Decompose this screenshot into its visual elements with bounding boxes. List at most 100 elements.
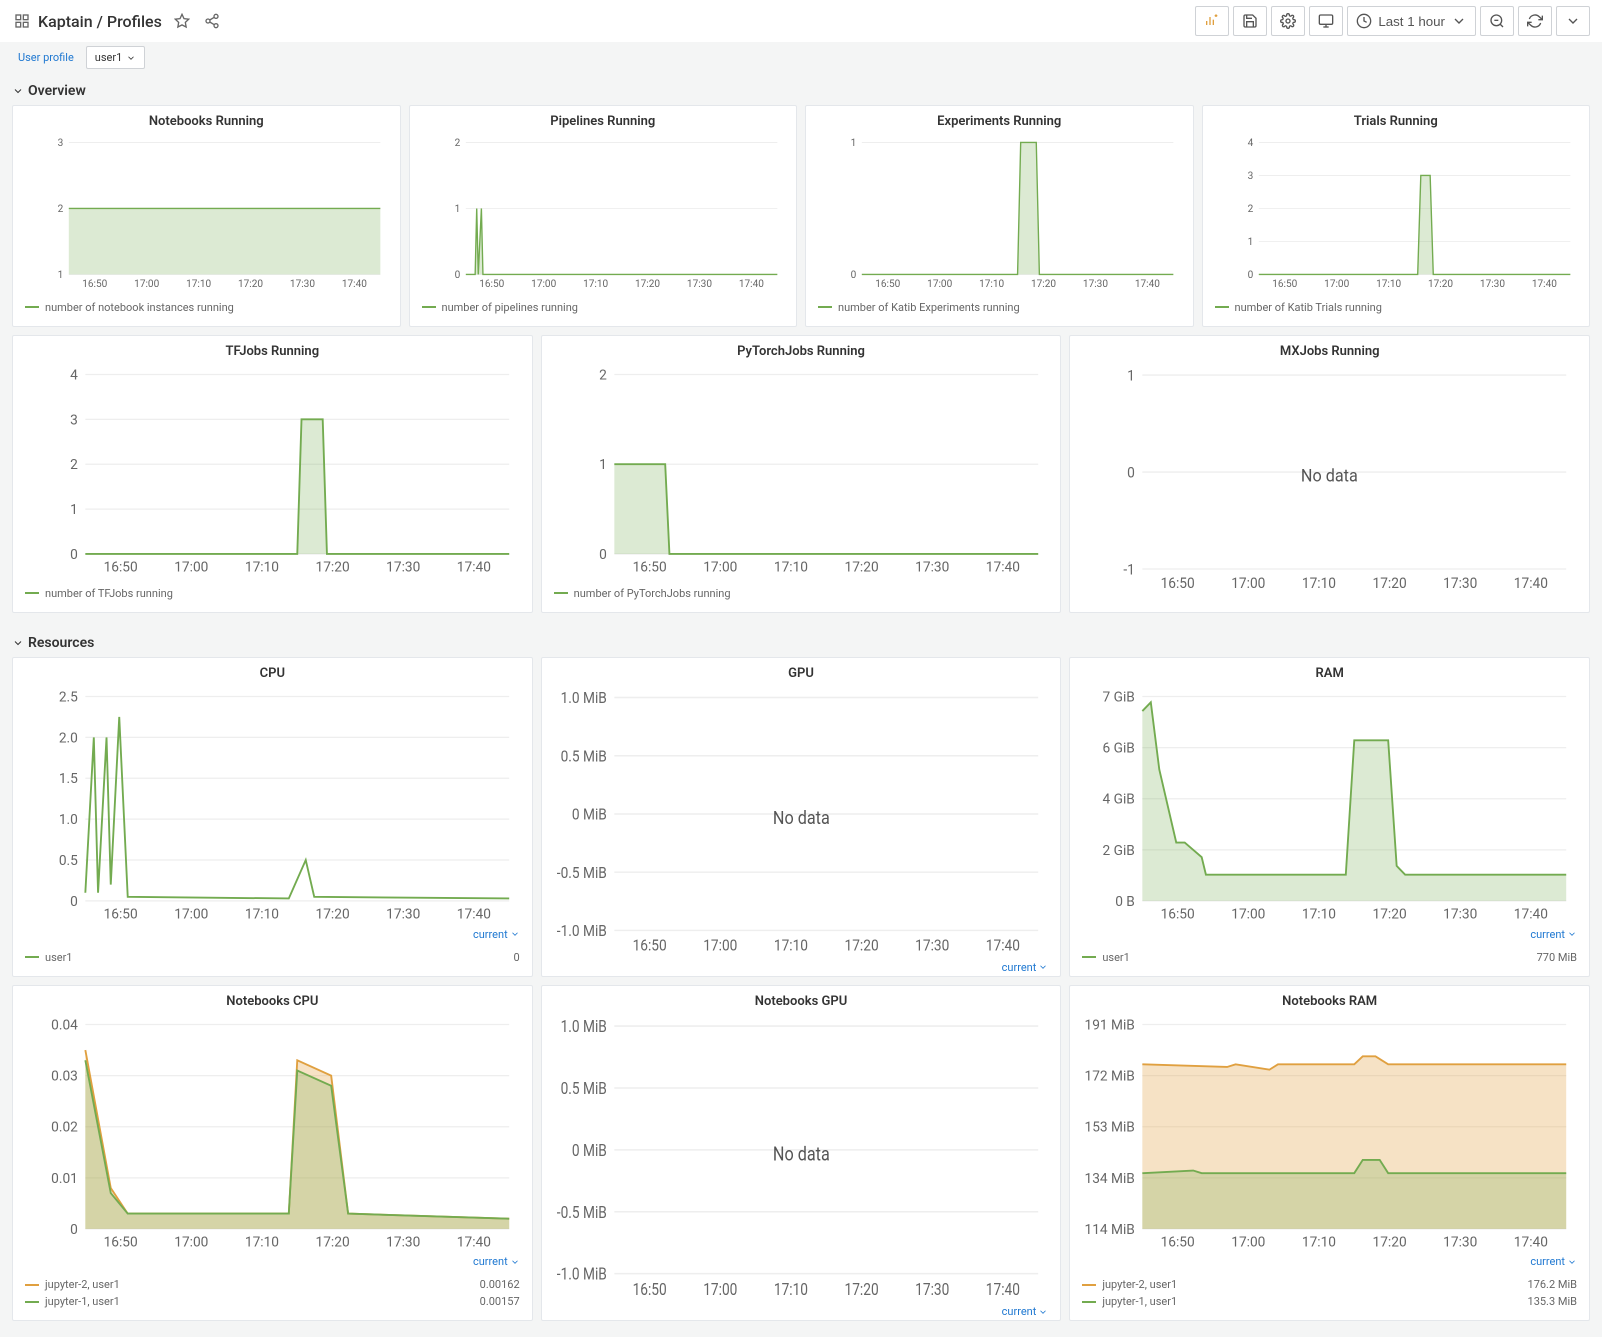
svg-text:0: 0 [70,894,78,910]
legend-item[interactable]: number of PyTorchJobs running [554,585,1049,602]
chart[interactable]: -10116:5017:0017:1017:2017:3017:40No dat… [1070,363,1589,596]
chart[interactable]: 114 MiB134 MiB153 MiB172 MiB191 MiB16:50… [1070,1013,1589,1254]
panel: Trials Running0123416:5017:0017:1017:201… [1202,105,1591,327]
svg-text:16:50: 16:50 [632,935,666,954]
chart[interactable]: 00.010.020.030.0416:5017:0017:1017:2017:… [13,1013,532,1254]
zoom-out-button[interactable] [1480,6,1514,36]
current-link[interactable]: current [542,1303,1061,1320]
svg-text:17:00: 17:00 [134,279,159,290]
legend-label: user1 [45,951,72,964]
panel-title: TFJobs Running [13,336,532,363]
star-icon[interactable] [172,11,192,31]
legend-item[interactable]: user1 0 [25,949,520,966]
svg-text:0 B: 0 B [1116,894,1136,910]
svg-text:17:20: 17:20 [635,279,660,290]
svg-text:17:40: 17:40 [457,1234,491,1250]
dashboard-grid-icon[interactable] [12,11,32,31]
svg-text:1: 1 [851,138,857,149]
svg-text:17:30: 17:30 [290,279,315,290]
panel-title: CPU [13,658,532,685]
legend-item[interactable]: jupyter-1, user1135.3 MiB [1082,1293,1577,1310]
legend-item[interactable]: number of Katib Trials running [1215,299,1578,316]
chart[interactable]: 01216:5017:0017:1017:2017:3017:40 [410,133,797,293]
svg-text:-0.5 MiB: -0.5 MiB [556,1202,606,1222]
panel-title: Experiments Running [806,106,1193,133]
panel: TFJobs Running0123416:5017:0017:1017:201… [12,335,533,613]
svg-text:17:20: 17:20 [316,906,350,922]
svg-text:17:30: 17:30 [386,559,420,575]
svg-text:1.5: 1.5 [59,771,78,787]
breadcrumb-text[interactable]: Kaptain / Profiles [38,12,162,31]
legend-item[interactable]: number of notebook instances running [25,299,388,316]
legend-item[interactable]: jupyter-2, user10.00162 [25,1276,520,1293]
svg-text:17:20: 17:20 [1373,1234,1407,1250]
section-header-resources[interactable]: Resources [12,629,1590,657]
chart[interactable]: -1.0 MiB-0.5 MiB0 MiB0.5 MiB1.0 MiB16:50… [542,685,1061,959]
template-variables: User profile user1 [0,42,1602,77]
chart[interactable]: 0116:5017:0017:1017:2017:3017:40 [806,133,1193,293]
svg-text:2.0: 2.0 [59,730,78,746]
header-left: Kaptain / Profiles [12,11,222,31]
current-link[interactable]: current [13,926,532,943]
refresh-interval-button[interactable] [1556,6,1590,36]
filter-label-user-profile: User profile [12,47,80,68]
chart[interactable]: 00.51.01.52.02.516:5017:0017:1017:2017:3… [13,685,532,926]
svg-text:16:50: 16:50 [479,279,504,290]
svg-text:17:30: 17:30 [1444,906,1478,922]
legend-item[interactable]: number of TFJobs running [25,585,520,602]
legend-item[interactable]: number of Katib Experiments running [818,299,1181,316]
svg-text:17:40: 17:40 [985,935,1019,954]
svg-text:17:30: 17:30 [1444,575,1478,592]
svg-text:17:40: 17:40 [1514,575,1548,592]
save-button[interactable] [1233,6,1267,36]
svg-text:0 MiB: 0 MiB [572,804,607,823]
chart[interactable]: -1.0 MiB-0.5 MiB0 MiB0.5 MiB1.0 MiB16:50… [542,1013,1061,1304]
chart[interactable]: 0 B2 GiB4 GiB6 GiB7 GiB16:5017:0017:1017… [1070,685,1589,926]
panel-title: RAM [1070,658,1589,685]
current-link[interactable]: current [13,1253,532,1270]
legend-color-icon [1082,1284,1096,1286]
svg-text:17:20: 17:20 [844,559,878,575]
refresh-button[interactable] [1518,6,1552,36]
svg-text:17:00: 17:00 [703,559,737,575]
section-header-overview[interactable]: Overview [12,77,1590,105]
chevron-down-icon [1565,13,1581,29]
svg-text:17:40: 17:40 [985,1279,1019,1299]
svg-text:17:00: 17:00 [1232,575,1266,592]
chart[interactable]: 12316:5017:0017:1017:2017:3017:40 [13,133,400,293]
panel: Experiments Running0116:5017:0017:1017:2… [805,105,1194,327]
legend-value: 0.00162 [480,1278,520,1291]
legend-item[interactable]: jupyter-1, user10.00157 [25,1293,520,1310]
legend: user1770 MiB [1070,943,1589,976]
svg-text:0: 0 [1247,270,1253,281]
legend-value: 0 [513,951,519,964]
legend-value: 135.3 MiB [1528,1295,1578,1308]
tv-mode-button[interactable] [1309,6,1343,36]
current-link[interactable]: current [542,959,1061,976]
chart[interactable]: 0123416:5017:0017:1017:2017:3017:40 [13,363,532,579]
svg-text:172 MiB: 172 MiB [1085,1068,1135,1084]
chart[interactable]: 0123416:5017:0017:1017:2017:3017:40 [1203,133,1590,293]
legend-label: number of Katib Experiments running [838,301,1020,314]
panel-title: Notebooks GPU [542,986,1061,1013]
legend-item[interactable]: jupyter-2, user1176.2 MiB [1082,1276,1577,1293]
time-range-button[interactable]: Last 1 hour [1347,6,1476,36]
chart[interactable]: 01216:5017:0017:1017:2017:3017:40 [542,363,1061,579]
svg-text:17:40: 17:40 [1531,279,1556,290]
legend-item[interactable]: number of pipelines running [422,299,785,316]
svg-text:0.5: 0.5 [59,853,78,869]
filter-select-user-profile[interactable]: user1 [86,46,145,69]
panel: GPU-1.0 MiB-0.5 MiB0 MiB0.5 MiB1.0 MiB16… [541,657,1062,977]
dashboard-header: Kaptain / Profiles Last 1 hour [0,0,1602,42]
current-link[interactable]: current [1070,926,1589,943]
legend-label: number of notebook instances running [45,301,234,314]
legend: number of pipelines running [410,293,797,326]
svg-text:17:30: 17:30 [386,1234,420,1250]
svg-text:16:50: 16:50 [104,1234,138,1250]
settings-button[interactable] [1271,6,1305,36]
panel: Pipelines Running01216:5017:0017:1017:20… [409,105,798,327]
add-panel-button[interactable] [1195,6,1229,36]
legend-item[interactable]: user1770 MiB [1082,949,1577,966]
share-icon[interactable] [202,11,222,31]
current-link[interactable]: current [1070,1253,1589,1270]
